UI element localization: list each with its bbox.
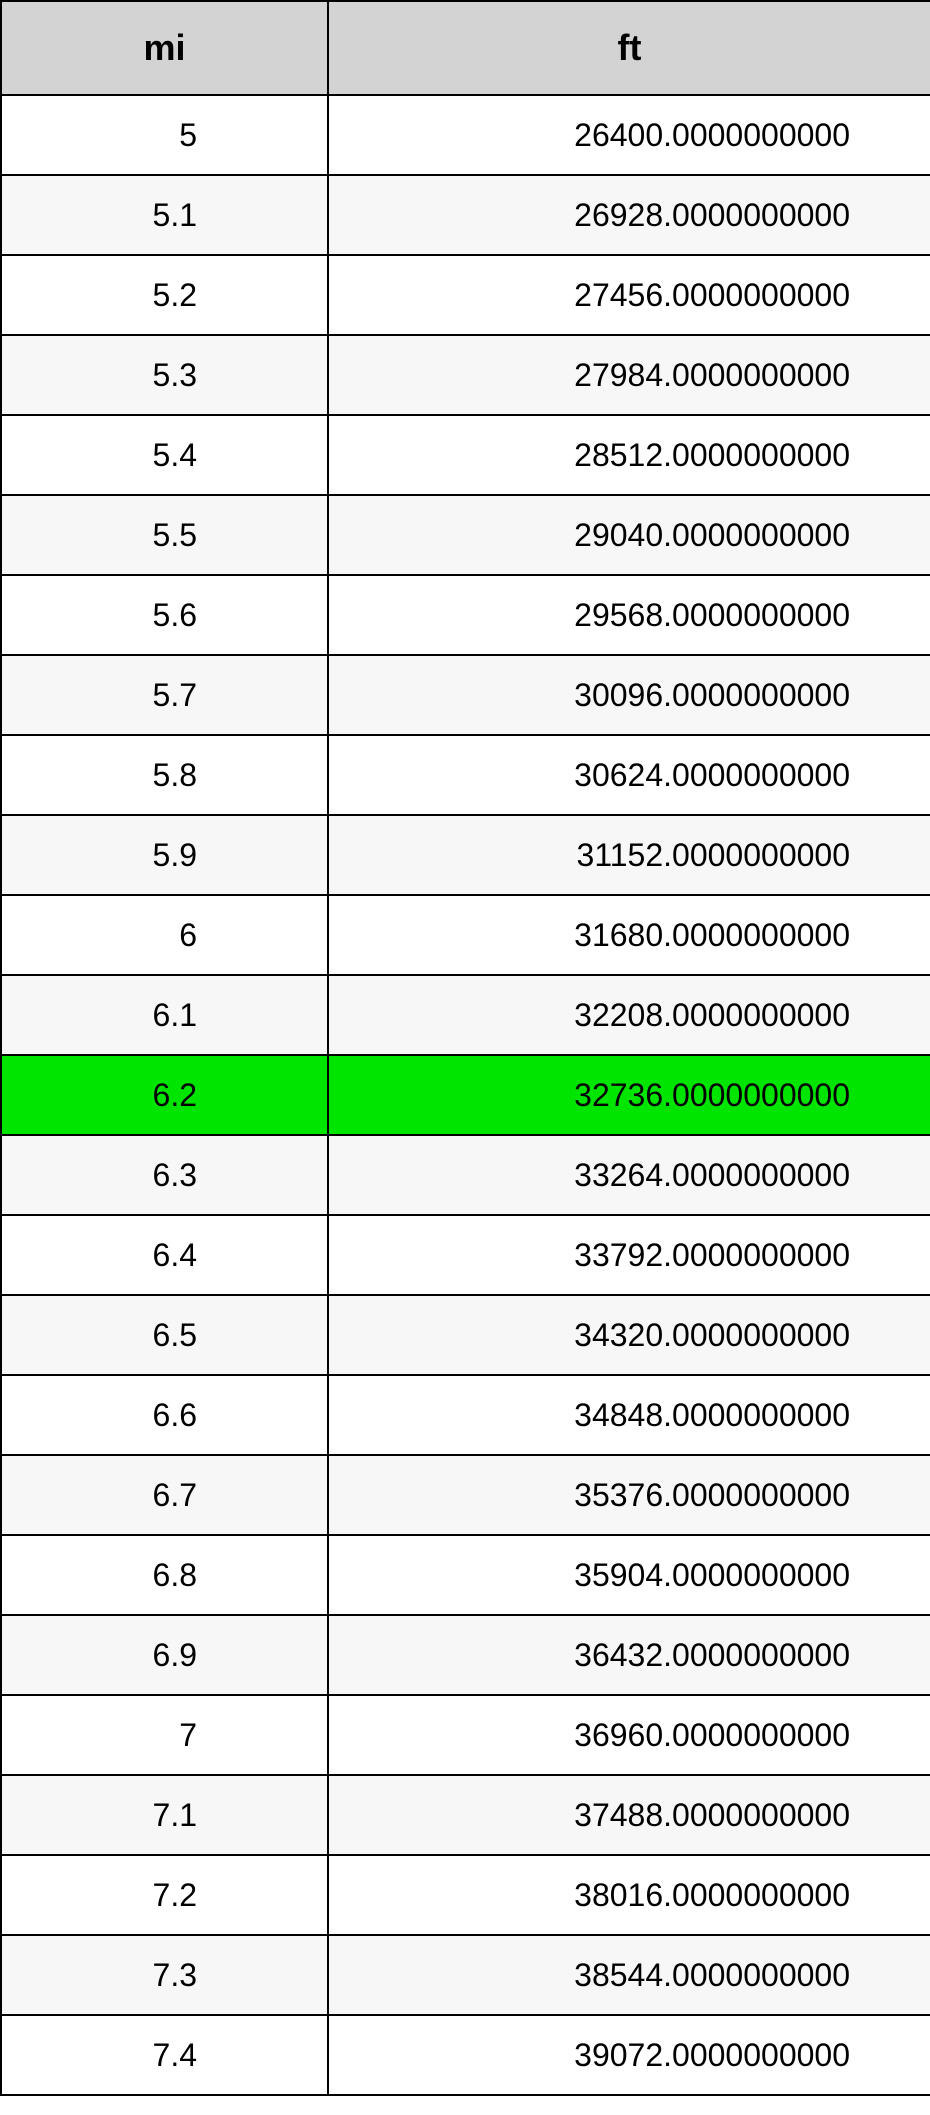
column-header-ft: ft: [328, 1, 930, 95]
cell-ft: 31680.0000000000: [328, 895, 930, 975]
table-row: 5.428512.0000000000: [1, 415, 930, 495]
cell-ft: 33792.0000000000: [328, 1215, 930, 1295]
cell-ft: 26400.0000000000: [328, 95, 930, 175]
cell-mi: 5.7: [1, 655, 328, 735]
cell-mi: 6.1: [1, 975, 328, 1055]
cell-ft: 27456.0000000000: [328, 255, 930, 335]
cell-ft: 36432.0000000000: [328, 1615, 930, 1695]
cell-mi: 5.3: [1, 335, 328, 415]
table-row: 5.327984.0000000000: [1, 335, 930, 415]
table-row: 6.735376.0000000000: [1, 1455, 930, 1535]
cell-ft: 38544.0000000000: [328, 1935, 930, 2015]
cell-mi: 6.2: [1, 1055, 328, 1135]
cell-ft: 37488.0000000000: [328, 1775, 930, 1855]
table-row: 526400.0000000000: [1, 95, 930, 175]
table-row: 631680.0000000000: [1, 895, 930, 975]
table-row: 7.137488.0000000000: [1, 1775, 930, 1855]
cell-ft: 38016.0000000000: [328, 1855, 930, 1935]
table-row: 5.931152.0000000000: [1, 815, 930, 895]
table-row: 6.534320.0000000000: [1, 1295, 930, 1375]
cell-mi: 6.7: [1, 1455, 328, 1535]
table-row: 736960.0000000000: [1, 1695, 930, 1775]
cell-mi: 6.4: [1, 1215, 328, 1295]
table-row: 6.433792.0000000000: [1, 1215, 930, 1295]
cell-mi: 6.6: [1, 1375, 328, 1455]
cell-ft: 29040.0000000000: [328, 495, 930, 575]
cell-mi: 7.4: [1, 2015, 328, 2095]
cell-ft: 35376.0000000000: [328, 1455, 930, 1535]
table-row: 5.629568.0000000000: [1, 575, 930, 655]
cell-ft: 39072.0000000000: [328, 2015, 930, 2095]
cell-ft: 35904.0000000000: [328, 1535, 930, 1615]
cell-mi: 6.5: [1, 1295, 328, 1375]
cell-ft: 30624.0000000000: [328, 735, 930, 815]
cell-mi: 5.5: [1, 495, 328, 575]
cell-mi: 5: [1, 95, 328, 175]
cell-mi: 7.2: [1, 1855, 328, 1935]
table-row: 7.238016.0000000000: [1, 1855, 930, 1935]
table-row: 5.830624.0000000000: [1, 735, 930, 815]
cell-mi: 5.6: [1, 575, 328, 655]
cell-mi: 7: [1, 1695, 328, 1775]
cell-ft: 29568.0000000000: [328, 575, 930, 655]
cell-mi: 5.9: [1, 815, 328, 895]
table-row: 6.634848.0000000000: [1, 1375, 930, 1455]
column-header-mi: mi: [1, 1, 328, 95]
cell-ft: 28512.0000000000: [328, 415, 930, 495]
cell-ft: 30096.0000000000: [328, 655, 930, 735]
cell-mi: 7.1: [1, 1775, 328, 1855]
table-row: 7.338544.0000000000: [1, 1935, 930, 2015]
table-row: 6.936432.0000000000: [1, 1615, 930, 1695]
cell-ft: 27984.0000000000: [328, 335, 930, 415]
cell-mi: 7.3: [1, 1935, 328, 2015]
table-row: 7.439072.0000000000: [1, 2015, 930, 2095]
table-row: 5.126928.0000000000: [1, 175, 930, 255]
cell-ft: 31152.0000000000: [328, 815, 930, 895]
table-row: 5.227456.0000000000: [1, 255, 930, 335]
cell-mi: 6.8: [1, 1535, 328, 1615]
cell-mi: 5.4: [1, 415, 328, 495]
cell-ft: 32208.0000000000: [328, 975, 930, 1055]
table-row: 6.132208.0000000000: [1, 975, 930, 1055]
cell-ft: 34848.0000000000: [328, 1375, 930, 1455]
cell-mi: 5.8: [1, 735, 328, 815]
table-row: 5.529040.0000000000: [1, 495, 930, 575]
cell-mi: 5.1: [1, 175, 328, 255]
conversion-table: mi ft 526400.00000000005.126928.00000000…: [0, 0, 930, 2096]
table-row: 5.730096.0000000000: [1, 655, 930, 735]
cell-mi: 6.3: [1, 1135, 328, 1215]
cell-ft: 36960.0000000000: [328, 1695, 930, 1775]
cell-mi: 6: [1, 895, 328, 975]
table-row: 6.232736.0000000000: [1, 1055, 930, 1135]
table-row: 6.333264.0000000000: [1, 1135, 930, 1215]
cell-ft: 33264.0000000000: [328, 1135, 930, 1215]
table-row: 6.835904.0000000000: [1, 1535, 930, 1615]
cell-ft: 32736.0000000000: [328, 1055, 930, 1135]
table-header-row: mi ft: [1, 1, 930, 95]
cell-ft: 26928.0000000000: [328, 175, 930, 255]
table-body: 526400.00000000005.126928.00000000005.22…: [1, 95, 930, 2095]
cell-mi: 5.2: [1, 255, 328, 335]
cell-mi: 6.9: [1, 1615, 328, 1695]
cell-ft: 34320.0000000000: [328, 1295, 930, 1375]
